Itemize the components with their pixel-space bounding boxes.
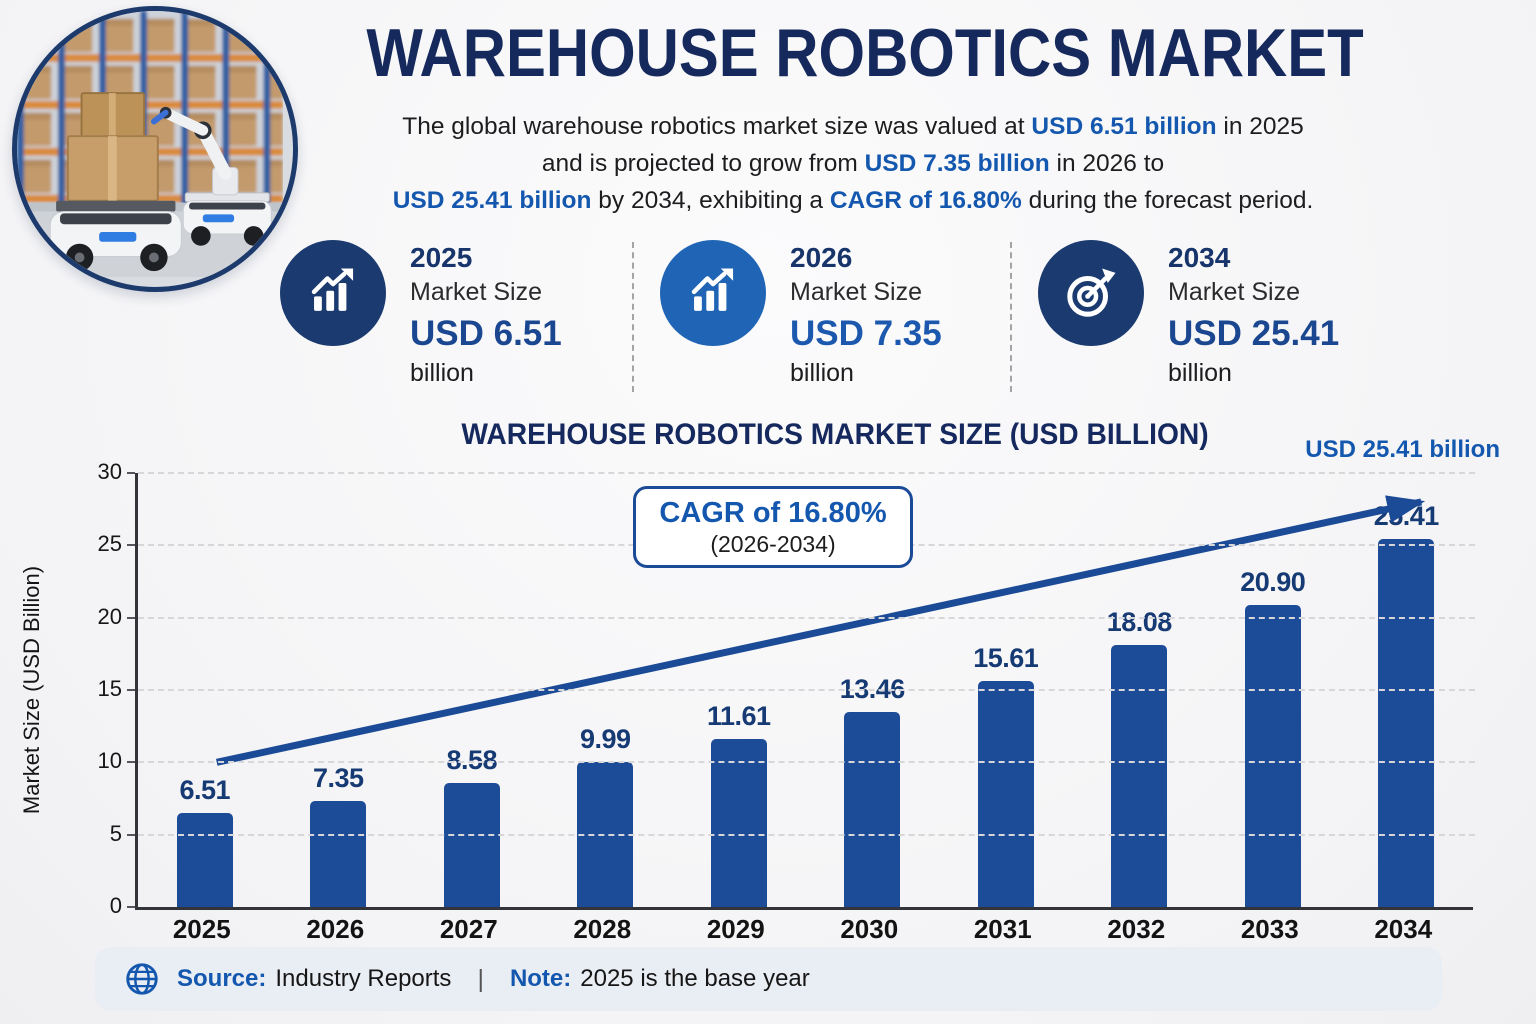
stat-unit: billion <box>1168 359 1232 387</box>
bar-value-label: 18.08 <box>1106 607 1173 638</box>
intro-line: The global warehouse robotics market siz… <box>402 113 1304 140</box>
gridline <box>138 616 1475 619</box>
bar-column: 13.46 <box>806 674 940 907</box>
growth-chart-icon <box>660 240 766 346</box>
x-axis-labels: 2025 2026 2027 2028 2029 2030 2031 2032 2033 2034 <box>135 914 1470 945</box>
bar-value-label: 7.35 <box>312 762 364 793</box>
bar-column: 6.51 <box>138 775 272 907</box>
y-tick-label: 20 <box>97 603 122 629</box>
stat-unit: billion <box>410 359 474 387</box>
x-tick-label: 2030 <box>840 914 899 944</box>
footer-divider: | <box>477 964 484 993</box>
y-axis-ticks: 0 5 10 15 20 25 30 <box>58 459 122 918</box>
bar <box>710 739 767 907</box>
y-tick-mark <box>127 616 135 619</box>
dashed-divider <box>1010 242 1012 392</box>
page-title: WAREHOUSE ROBOTICS MARKET <box>366 15 1364 91</box>
bar <box>176 812 233 907</box>
stat-label: Market Size <box>410 278 542 306</box>
intro-paragraph: The global warehouse robotics market siz… <box>300 108 1406 219</box>
x-tick-label: 2034 <box>1374 914 1433 944</box>
globe-icon <box>123 960 161 998</box>
stats-row: 2025 Market Size USD 6.51 billion 2026 M… <box>280 240 1456 396</box>
x-tick-label: 2031 <box>973 914 1032 944</box>
gridline <box>138 761 1475 764</box>
footer-bar: Source: Industry Reports | Note: 2025 is… <box>95 947 1442 1011</box>
y-tick-label: 10 <box>97 748 122 774</box>
bar-value-label: 15.61 <box>973 643 1039 674</box>
chart-title: WAREHOUSE ROBOTICS MARKET SIZE (USD BILL… <box>461 418 1209 451</box>
y-tick-label: 30 <box>97 459 122 484</box>
source-label: Source: <box>177 965 267 992</box>
bar-value-label: 20.90 <box>1240 566 1306 597</box>
gridline <box>138 472 1475 474</box>
y-axis-title: Market Size (USD Billion) <box>19 565 45 815</box>
bar <box>1244 604 1301 907</box>
bar-value-label: 6.51 <box>179 774 231 805</box>
y-tick-label: 25 <box>97 531 122 557</box>
stat-card-2025: 2025 Market Size USD 6.51 billion <box>280 240 632 396</box>
y-tick-label: 5 <box>109 820 122 846</box>
x-tick-label: 2029 <box>706 914 765 944</box>
note-value: 2025 is the base year <box>580 965 810 992</box>
stat-value: USD 6.51 <box>410 314 562 353</box>
bar <box>443 782 500 907</box>
bar-column: 25.41 <box>1340 501 1474 907</box>
gridline <box>138 689 1475 691</box>
y-tick-mark <box>127 906 135 908</box>
bar-column: 7.35 <box>272 763 406 907</box>
y-tick-mark <box>127 833 135 836</box>
bar <box>310 800 367 907</box>
x-tick-label: 2025 <box>172 914 231 944</box>
y-tick-label: 15 <box>97 676 122 701</box>
stat-unit: billion <box>790 359 854 387</box>
warehouse-robots-illustration <box>17 11 283 277</box>
target-icon <box>1038 240 1144 346</box>
bar-value-label: 11.61 <box>706 701 771 732</box>
bar <box>977 681 1034 907</box>
intro-line: and is projected to grow from USD 7.35 b… <box>541 150 1165 177</box>
x-tick-label: 2027 <box>439 914 498 944</box>
note-label: Note: <box>509 965 572 992</box>
bar <box>1111 645 1168 907</box>
source-value: Industry Reports <box>275 965 452 992</box>
stat-card-2034: 2034 Market Size USD 25.41 billion <box>1038 240 1430 396</box>
y-tick-mark <box>127 761 135 764</box>
stat-year: 2026 <box>790 242 853 273</box>
bar-column: 15.61 <box>939 643 1073 907</box>
bar <box>844 712 901 907</box>
x-tick-label: 2032 <box>1107 914 1166 944</box>
stat-card-2026: 2026 Market Size USD 7.35 billion <box>660 240 1010 396</box>
intro-line: USD 25.41 billion by 2034, exhibiting a … <box>392 187 1314 214</box>
stat-label: Market Size <box>1168 278 1300 306</box>
bar-value-label: 9.99 <box>579 724 631 755</box>
stat-value: USD 7.35 <box>790 314 942 353</box>
bar-column: 18.08 <box>1073 607 1207 907</box>
bar-column: 9.99 <box>539 724 673 907</box>
bar-column: 11.61 <box>672 701 806 907</box>
bar-column: 8.58 <box>405 745 539 907</box>
hero-image <box>12 6 298 292</box>
dashed-divider <box>632 242 634 392</box>
growth-chart-icon <box>280 240 386 346</box>
cagr-annotation: CAGR of 16.80% (2026-2034) <box>633 486 913 568</box>
stat-year: 2025 <box>410 242 473 273</box>
x-tick-label: 2033 <box>1240 914 1299 944</box>
y-tick-mark <box>127 472 135 474</box>
y-tick-mark <box>127 544 135 547</box>
x-tick-label: 2026 <box>306 914 365 944</box>
y-tick-mark <box>127 689 135 691</box>
x-tick-label: 2028 <box>573 914 632 944</box>
bar <box>1378 539 1435 907</box>
stat-label: Market Size <box>790 278 922 306</box>
gridline <box>138 833 1475 836</box>
bar-value-label: 25.41 <box>1373 501 1440 532</box>
stat-year: 2034 <box>1168 242 1231 273</box>
cagr-value: CAGR of 16.80% <box>659 496 887 529</box>
chart-endpoint-label: USD 25.41 billion <box>1305 436 1500 463</box>
cagr-period: (2026-2034) <box>710 530 836 557</box>
stat-value: USD 25.41 <box>1168 314 1340 353</box>
y-tick-label: 0 <box>109 893 122 918</box>
